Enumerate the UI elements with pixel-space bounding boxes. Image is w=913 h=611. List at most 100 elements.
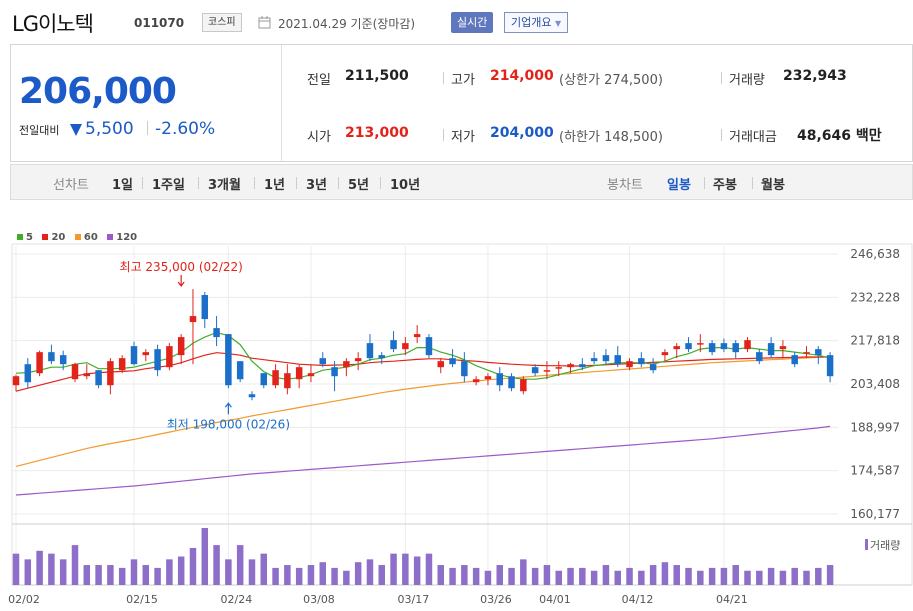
divider: [338, 177, 339, 189]
volume-bar: [508, 567, 515, 585]
calendar-icon: [258, 16, 271, 29]
candle-body: [520, 379, 527, 392]
candle-body: [472, 379, 480, 383]
candle-body: [449, 358, 456, 365]
candle-body: [626, 361, 633, 368]
volume-bar: [36, 550, 43, 585]
line-chart-title: 선차트: [53, 178, 89, 193]
volume-bar: [272, 567, 279, 585]
divider: [254, 177, 255, 189]
period-3year[interactable]: 3년: [306, 178, 328, 193]
volume-bar: [685, 567, 692, 585]
candle-body: [614, 355, 621, 365]
volume-bar: [390, 553, 397, 585]
divider: [443, 72, 444, 84]
realtime-button[interactable]: 실시간: [451, 12, 494, 33]
x-tick-label: 04/12: [622, 593, 654, 606]
change-percent: -2.60%: [155, 119, 216, 139]
candle-body: [638, 358, 645, 365]
candle-body: [248, 394, 256, 398]
candle-body: [697, 343, 704, 345]
volume-bar: [130, 559, 138, 585]
candle-body: [826, 355, 834, 377]
volume-bar: [649, 565, 657, 585]
candle-body: [543, 370, 551, 372]
volume-bar: [48, 553, 55, 585]
candle-body: [567, 364, 574, 368]
price-summary: 206,000 전일대비 5,500 -2.60% 전일 211,500 고가 …: [10, 44, 913, 162]
candle-daily[interactable]: 일봉: [667, 178, 691, 193]
divider: [380, 177, 381, 189]
open-label: 시가: [307, 130, 331, 145]
divider: [198, 177, 199, 189]
y-tick-label: 188,997: [850, 420, 900, 434]
candle-body: [484, 376, 492, 380]
volume-bar: [378, 565, 385, 585]
period-1year[interactable]: 1년: [264, 178, 286, 193]
period-3month[interactable]: 3개월: [208, 178, 241, 193]
company-info-label: 기업개요: [511, 16, 552, 29]
candle-body: [189, 316, 197, 323]
y-tick-label: 203,408: [850, 377, 900, 391]
volume-bar: [260, 553, 268, 585]
volume-bar: [413, 556, 421, 585]
volume-bar: [756, 570, 763, 585]
volume-bar: [708, 567, 716, 585]
divider: [752, 177, 753, 189]
x-tick-label: 03/26: [480, 593, 512, 606]
stock-header: LG이노텍 011070 코스피 2021.04.29 기준(장마감) 실시간 …: [0, 0, 913, 44]
period-5year[interactable]: 5년: [348, 178, 370, 193]
period-10year[interactable]: 10년: [390, 178, 421, 193]
candle-body: [225, 334, 232, 386]
volume-bar: [425, 553, 433, 585]
volume-bar: [826, 565, 834, 585]
candle-body: [708, 343, 716, 353]
low-label: 저가: [451, 130, 475, 145]
period-1day[interactable]: 1일: [112, 178, 134, 193]
candle-body: [756, 352, 763, 362]
candle-body: [107, 361, 114, 386]
candle-body: [496, 373, 503, 386]
volume-bar: [331, 567, 338, 585]
upper-limit: (상한가 274,500): [559, 73, 663, 88]
candle-body: [555, 367, 562, 369]
volume-bar: [177, 556, 185, 585]
volume-bar: [697, 570, 704, 585]
candle-body: [95, 370, 102, 386]
volume-bar: [472, 567, 480, 585]
volume-bar: [803, 570, 810, 585]
volume-bar: [166, 559, 173, 585]
candle-body: [213, 328, 220, 338]
candle-body: [284, 373, 291, 389]
high-label: 고가: [451, 73, 475, 88]
change-value: 5,500: [85, 119, 134, 139]
volume-bar: [402, 553, 409, 585]
company-info-button[interactable]: 기업개요 ▼: [504, 12, 569, 33]
candle-body: [815, 349, 822, 356]
volume-bar: [307, 565, 315, 585]
legend-ma120: 120: [107, 232, 137, 243]
candle-body: [331, 367, 338, 377]
candle-body: [461, 361, 468, 377]
volume-bar: [567, 567, 574, 585]
candle-body: [307, 373, 315, 377]
volume-bar: [236, 545, 244, 585]
candle-weekly[interactable]: 주봉: [713, 178, 737, 193]
divider: [443, 129, 444, 141]
candle-monthly[interactable]: 월봉: [761, 178, 785, 193]
chevron-down-icon: ▼: [554, 19, 562, 28]
volume-bar: [319, 562, 327, 585]
divider: [704, 177, 705, 189]
candle-body: [154, 349, 161, 371]
candle-chart-title: 봉차트: [607, 178, 643, 193]
candle-body: [201, 295, 209, 320]
volume-bar: [59, 559, 67, 585]
volume-bar: [614, 570, 621, 585]
candle-body: [508, 376, 515, 389]
low-value: 204,000: [490, 125, 554, 141]
volume-bar: [661, 562, 669, 585]
volume-bar: [354, 562, 362, 585]
period-1week[interactable]: 1주일: [152, 178, 185, 193]
candle-body: [166, 346, 173, 368]
candle-body: [744, 340, 751, 350]
